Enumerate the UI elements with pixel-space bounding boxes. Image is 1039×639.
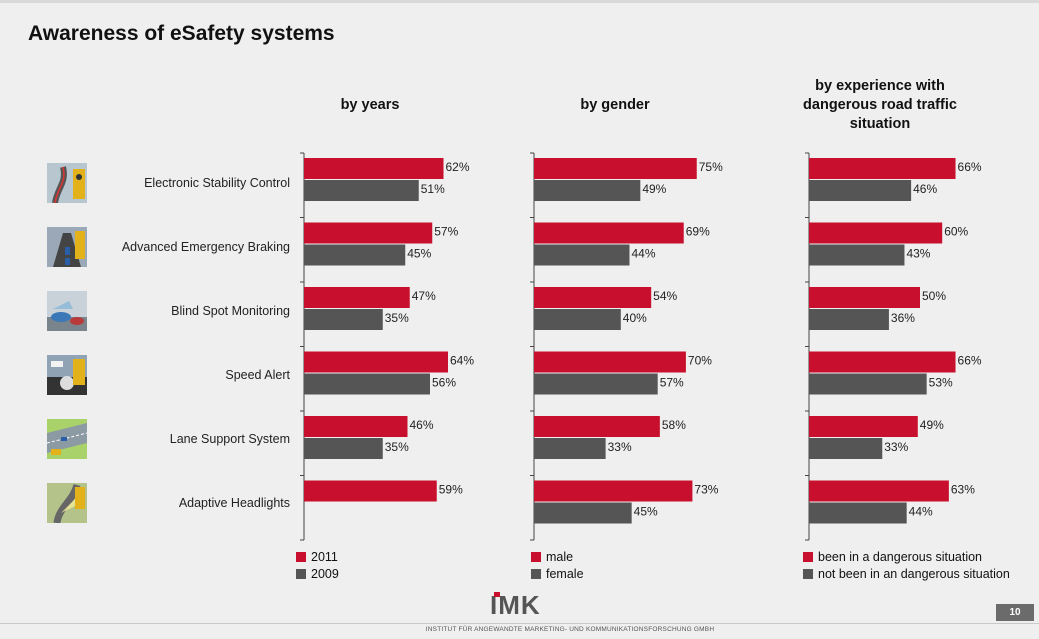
bar-experience-secondary [809, 438, 882, 459]
bar-experience-secondary [809, 309, 889, 330]
data-label: 47% [412, 289, 436, 303]
data-label: 45% [634, 505, 658, 519]
bar-experience-secondary [809, 180, 911, 201]
data-label: 51% [421, 182, 445, 196]
bar-years-primary [304, 287, 410, 308]
data-label: 40% [623, 311, 647, 325]
data-label: 46% [913, 182, 937, 196]
legend-label: male [546, 550, 573, 564]
data-label: 57% [660, 376, 684, 390]
data-label: 49% [642, 182, 666, 196]
legend-swatch-primary [296, 552, 306, 562]
data-label: 62% [446, 160, 470, 174]
data-label: 35% [385, 311, 409, 325]
bar-gender-secondary [534, 309, 621, 330]
data-label: 49% [920, 418, 944, 432]
bar-years-secondary [304, 245, 405, 266]
bar-experience-primary [809, 416, 918, 437]
data-label: 45% [407, 247, 431, 261]
bar-experience-primary [809, 481, 949, 502]
legend-item: male [531, 548, 584, 565]
data-label: 44% [909, 505, 933, 519]
bar-gender-primary [534, 158, 697, 179]
legend-label: 2011 [311, 550, 338, 564]
legend-label: female [546, 567, 584, 581]
data-label: 70% [688, 354, 712, 368]
data-label: 35% [385, 440, 409, 454]
bar-gender-secondary [534, 180, 640, 201]
footer-company-name: INSTITUT FÜR ANGEWANDTE MARKETING- UND K… [370, 626, 770, 633]
bar-experience-secondary [809, 245, 904, 266]
legend-label: been in a dangerous situation [818, 550, 982, 564]
data-label: 46% [410, 418, 434, 432]
legend-item: been in a dangerous situation [803, 548, 1010, 565]
legend-swatch-primary [803, 552, 813, 562]
bar-years-secondary [304, 180, 419, 201]
legend-label: not been in an dangerous situation [818, 567, 1010, 581]
data-label: 33% [608, 440, 632, 454]
bar-gender-secondary [534, 438, 606, 459]
bar-gender-primary [534, 416, 660, 437]
legend-label: 2009 [311, 567, 339, 581]
bar-gender-secondary [534, 245, 629, 266]
bar-years-primary [304, 481, 437, 502]
legend-item: female [531, 565, 584, 582]
bar-years-primary [304, 223, 432, 244]
data-label: 58% [662, 418, 686, 432]
bar-gender-secondary [534, 503, 632, 524]
bar-gender-primary [534, 352, 686, 373]
footer-divider [0, 623, 1039, 624]
bar-experience-primary [809, 287, 920, 308]
data-label: 59% [439, 483, 463, 497]
data-label: 73% [694, 483, 718, 497]
data-label: 53% [929, 376, 953, 390]
bar-gender-primary [534, 481, 692, 502]
data-label: 60% [944, 225, 968, 239]
legend-item: 2011 [296, 548, 339, 565]
data-label: 69% [686, 225, 710, 239]
legend-swatch-secondary [531, 569, 541, 579]
page-number: 10 [996, 604, 1034, 621]
legend-gender: male female [531, 548, 584, 582]
data-label: 33% [884, 440, 908, 454]
legend-years: 2011 2009 [296, 548, 339, 582]
bar-years-secondary [304, 309, 383, 330]
data-label: 57% [434, 225, 458, 239]
data-label: 54% [653, 289, 677, 303]
bar-experience-primary [809, 352, 956, 373]
data-label: 75% [699, 160, 723, 174]
bar-gender-primary [534, 223, 684, 244]
bar-experience-secondary [809, 374, 927, 395]
legend-swatch-secondary [296, 569, 306, 579]
data-label: 50% [922, 289, 946, 303]
legend-swatch-primary [531, 552, 541, 562]
bar-experience-primary [809, 223, 942, 244]
data-label: 43% [906, 247, 930, 261]
data-label: 44% [631, 247, 655, 261]
bar-experience-primary [809, 158, 956, 179]
logo-accent [494, 592, 500, 597]
data-label: 64% [450, 354, 474, 368]
legend-swatch-secondary [803, 569, 813, 579]
bar-years-secondary [304, 374, 430, 395]
bar-gender-primary [534, 287, 651, 308]
data-label: 66% [958, 354, 982, 368]
legend-item: 2009 [296, 565, 339, 582]
bar-gender-secondary [534, 374, 658, 395]
data-label: 36% [891, 311, 915, 325]
legend-item: not been in an dangerous situation [803, 565, 1010, 582]
bar-years-secondary [304, 438, 383, 459]
data-label: 66% [958, 160, 982, 174]
legend-experience: been in a dangerous situation not been i… [803, 548, 1010, 582]
data-label: 56% [432, 376, 456, 390]
bar-years-primary [304, 416, 408, 437]
bar-experience-secondary [809, 503, 907, 524]
bar-years-primary [304, 352, 448, 373]
bar-years-primary [304, 158, 444, 179]
data-label: 63% [951, 483, 975, 497]
